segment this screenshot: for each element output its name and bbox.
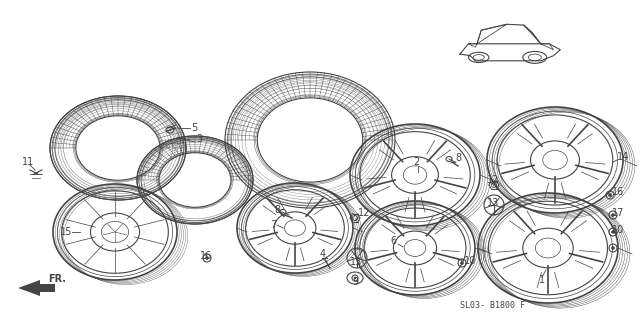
Circle shape [608, 193, 612, 197]
Text: 16: 16 [612, 187, 624, 197]
Circle shape [354, 277, 356, 279]
Text: SL03- B1800 F: SL03- B1800 F [460, 300, 525, 309]
Text: 6: 6 [390, 236, 396, 246]
Circle shape [611, 246, 615, 250]
Circle shape [205, 256, 209, 260]
Text: 10: 10 [612, 225, 624, 235]
Text: 16: 16 [200, 251, 212, 261]
Text: 15: 15 [60, 227, 72, 237]
Text: 8: 8 [455, 153, 461, 163]
Circle shape [611, 230, 615, 234]
Text: 10: 10 [464, 256, 476, 266]
Circle shape [460, 261, 464, 265]
Text: 11: 11 [22, 157, 35, 167]
Text: 1: 1 [539, 275, 545, 285]
Text: 2: 2 [413, 157, 419, 167]
Text: 12: 12 [487, 175, 499, 185]
Text: 7: 7 [270, 220, 276, 230]
Text: 17: 17 [612, 208, 625, 218]
Polygon shape [18, 280, 55, 296]
Circle shape [611, 213, 615, 217]
Text: 5: 5 [191, 123, 197, 133]
Text: FR.: FR. [48, 274, 66, 284]
Text: 3: 3 [196, 134, 202, 144]
Text: 4: 4 [320, 249, 326, 259]
Text: 12: 12 [358, 208, 371, 218]
Text: 9: 9 [352, 277, 358, 287]
Text: 8: 8 [274, 205, 280, 215]
Text: 13: 13 [487, 198, 499, 208]
Text: 13: 13 [350, 257, 362, 267]
Text: 14: 14 [617, 152, 629, 162]
